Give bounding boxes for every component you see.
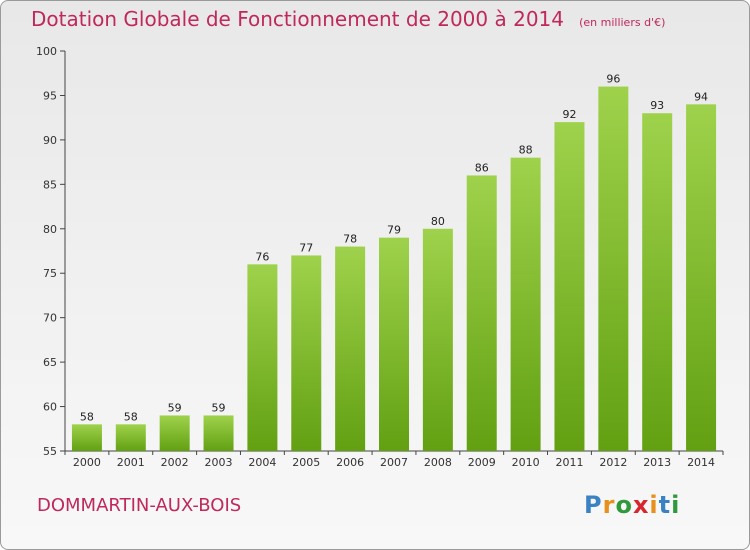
logo-letter: o xyxy=(615,491,633,519)
value-label: 86 xyxy=(475,161,489,174)
value-label: 58 xyxy=(80,410,94,423)
y-tick-label: 90 xyxy=(43,134,57,147)
y-tick-label: 70 xyxy=(43,312,57,325)
chart-title: Dotation Globale de Fonctionnement de 20… xyxy=(31,7,564,31)
bar-2002 xyxy=(159,415,190,451)
x-tick-label: 2002 xyxy=(161,456,189,469)
title-row: Dotation Globale de Fonctionnement de 20… xyxy=(31,7,665,31)
value-label: 77 xyxy=(299,241,313,254)
value-label: 59 xyxy=(168,401,182,414)
x-tick-label: 2004 xyxy=(248,456,276,469)
bar-2009 xyxy=(466,175,497,451)
chart-subtitle: (en milliers d'€) xyxy=(579,16,666,29)
value-label: 88 xyxy=(519,144,533,157)
y-tick-label: 55 xyxy=(43,445,57,458)
x-tick-label: 2006 xyxy=(336,456,364,469)
logo-letter: t xyxy=(658,491,672,519)
x-tick-label: 2013 xyxy=(643,456,671,469)
y-tick-label: 95 xyxy=(43,89,57,102)
bar-2006 xyxy=(335,246,366,451)
x-tick-label: 2008 xyxy=(424,456,452,469)
value-label: 79 xyxy=(387,224,401,237)
bar-2013 xyxy=(642,113,673,451)
bar-2001 xyxy=(115,424,146,451)
y-tick-label: 60 xyxy=(43,401,57,414)
y-tick-label: 100 xyxy=(36,45,57,58)
axes: 55 60 65 70 75 80 85 90 95 100 2000 2001 2002 2003 200… xyxy=(36,45,724,469)
value-label: 76 xyxy=(255,250,269,263)
logo-letter: x xyxy=(632,491,650,519)
x-tick-label: 2005 xyxy=(292,456,320,469)
bar-2003 xyxy=(203,415,234,451)
y-tick-label: 80 xyxy=(43,223,57,236)
logo-letter: r xyxy=(602,491,616,519)
value-labels: 58 58 59 59 76 77 78 79 80 86 88 92 96 93 94 xyxy=(80,73,708,424)
value-label: 58 xyxy=(124,410,138,423)
value-label: 80 xyxy=(431,215,445,228)
x-tick-label: 2011 xyxy=(555,456,583,469)
logo-letter: i xyxy=(671,491,681,519)
commune-name: DOMMARTIN-AUX-BOIS xyxy=(37,495,242,516)
value-label: 78 xyxy=(343,233,357,246)
y-tick-label: 85 xyxy=(43,178,57,191)
x-tick-label: 2009 xyxy=(468,456,496,469)
bar-2004 xyxy=(247,264,278,451)
x-tick-label: 2000 xyxy=(73,456,101,469)
bar-2007 xyxy=(379,237,409,451)
value-label: 59 xyxy=(212,401,226,414)
bar-2005 xyxy=(291,255,322,451)
bars xyxy=(71,86,717,452)
x-tick-label: 2003 xyxy=(205,456,233,469)
logo-letter: i xyxy=(649,491,659,519)
value-label: 94 xyxy=(694,90,708,103)
value-label: 96 xyxy=(606,73,620,86)
x-tick-label: 2001 xyxy=(117,456,145,469)
bar-2011 xyxy=(554,122,585,451)
bar-2014 xyxy=(686,104,717,451)
x-tick-label: 2010 xyxy=(512,456,540,469)
value-label: 93 xyxy=(650,99,664,112)
y-tick-label: 75 xyxy=(43,267,57,280)
x-tick-label: 2014 xyxy=(687,456,715,469)
proxiti-logo: Proxiti xyxy=(584,491,680,519)
y-tick-label: 65 xyxy=(43,356,57,369)
bar-2008 xyxy=(422,228,453,451)
bar-2012 xyxy=(598,86,629,452)
value-label: 92 xyxy=(562,108,576,121)
bar-2000 xyxy=(71,424,102,451)
logo-letter: P xyxy=(584,491,603,519)
x-tick-label: 2012 xyxy=(599,456,627,469)
x-tick-label: 2007 xyxy=(380,456,408,469)
bar-2010 xyxy=(510,157,541,451)
